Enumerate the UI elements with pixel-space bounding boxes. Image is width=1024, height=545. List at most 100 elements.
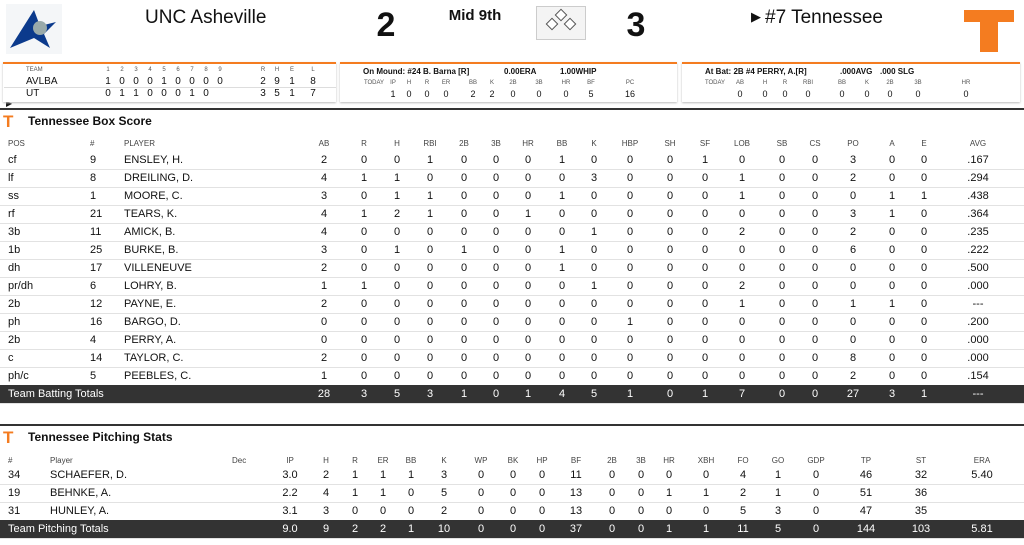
inning-runs: 0: [147, 76, 153, 87]
total-cell: 7: [738, 388, 746, 400]
column-header: IP: [286, 456, 294, 465]
cell: 0: [360, 334, 368, 346]
cell: 1: [738, 190, 746, 202]
cell: 0: [888, 226, 896, 238]
section-logo: T: [3, 112, 14, 131]
table-row: [0, 349, 1024, 368]
column-header: FO: [737, 456, 749, 465]
cell: 0: [524, 190, 532, 202]
cell: 2b: [8, 334, 21, 346]
cell: 0: [590, 298, 598, 310]
cell: 0: [460, 226, 468, 238]
cell: 11: [90, 226, 102, 238]
cell: 0: [888, 370, 896, 382]
cell: 8: [90, 172, 97, 184]
cell: 0: [812, 523, 820, 535]
cell: 0: [426, 334, 434, 346]
column-header: ERA: [973, 456, 991, 465]
cell: BEHNKE, A.: [50, 487, 112, 499]
stat-value: 0: [864, 89, 870, 99]
cell: 0: [379, 505, 387, 517]
ut-indicator: ▶: [6, 99, 13, 108]
inning-runs: 1: [161, 76, 167, 87]
cell: LOHRY, B.: [124, 280, 177, 292]
cell: 0: [393, 280, 401, 292]
total-cell: 1: [524, 388, 532, 400]
cell: 0: [426, 370, 434, 382]
cell: 0: [492, 280, 500, 292]
column-header: ST: [915, 456, 927, 465]
batter-label: At Bat: 2B #4 PERRY, A.[R]: [705, 67, 807, 76]
cell: 1: [407, 523, 415, 535]
home-team: #7 Tennessee: [765, 7, 883, 28]
cell: 0: [920, 280, 928, 292]
total-cell: 1: [460, 388, 468, 400]
total-cell: 0: [778, 388, 786, 400]
team-abbr: AVLBA: [26, 76, 58, 87]
cell: 4: [320, 226, 328, 238]
cell: 0: [360, 154, 368, 166]
cell: 1: [460, 244, 468, 256]
cell: 0: [460, 208, 468, 220]
cell: 0: [888, 172, 896, 184]
cell: 1: [920, 190, 928, 202]
column-header: SF: [699, 139, 711, 148]
column-header: SH: [664, 139, 676, 148]
stat-header: R: [424, 80, 430, 86]
cell: .364: [967, 208, 989, 220]
cell: 0: [626, 262, 634, 274]
total-cell: 0: [811, 388, 819, 400]
cell: 0: [637, 505, 645, 517]
cell: 1: [558, 262, 566, 274]
cell: 0: [626, 334, 634, 346]
cell: 1: [360, 208, 368, 220]
total-cell: 3: [888, 388, 896, 400]
cell: ENSLEY, H.: [124, 154, 184, 166]
cell: 0: [701, 298, 709, 310]
cell: .000: [967, 280, 989, 292]
cell: 1: [590, 280, 598, 292]
cell: 0: [738, 208, 746, 220]
cell: lf: [8, 172, 14, 184]
table-row: [0, 484, 1024, 503]
inning-runs: 1: [119, 88, 125, 99]
cell: 3: [774, 505, 782, 517]
cell: 0: [524, 316, 532, 328]
linescore-header: 8: [204, 67, 208, 73]
cell: 0: [460, 334, 468, 346]
cell: 0: [509, 487, 517, 499]
cell: 0: [477, 523, 485, 535]
cell: 0: [590, 334, 598, 346]
column-header: WP: [474, 456, 488, 465]
cell: 0: [524, 226, 532, 238]
cell: 0: [360, 316, 368, 328]
cell: 0: [590, 262, 598, 274]
cell: 0: [492, 172, 500, 184]
cell: 0: [393, 370, 401, 382]
bases-diamond: [536, 6, 586, 40]
column-header: 2B: [607, 456, 617, 465]
inning-runs: 0: [175, 88, 181, 99]
stat-value: 2: [489, 89, 495, 99]
cell: ---: [972, 298, 984, 310]
cell: 0: [811, 298, 819, 310]
cell: 0: [590, 208, 598, 220]
totals-row: [0, 385, 1024, 404]
totals-label: Team Batting Totals: [8, 388, 104, 400]
cell: 9: [322, 523, 330, 535]
cell: 2: [849, 226, 857, 238]
cell: 0: [920, 298, 928, 310]
cell: 1: [665, 487, 673, 499]
cell: 0: [477, 487, 485, 499]
cell: 0: [666, 190, 674, 202]
table-row: [0, 259, 1024, 278]
cell: 0: [460, 280, 468, 292]
cell: 0: [524, 154, 532, 166]
cell: 0: [778, 334, 786, 346]
cell: 0: [626, 172, 634, 184]
cell: 5.81: [971, 523, 993, 535]
cell: 0: [492, 154, 500, 166]
cell: 0: [360, 298, 368, 310]
cell: 0: [665, 469, 673, 481]
cell: 0: [666, 370, 674, 382]
